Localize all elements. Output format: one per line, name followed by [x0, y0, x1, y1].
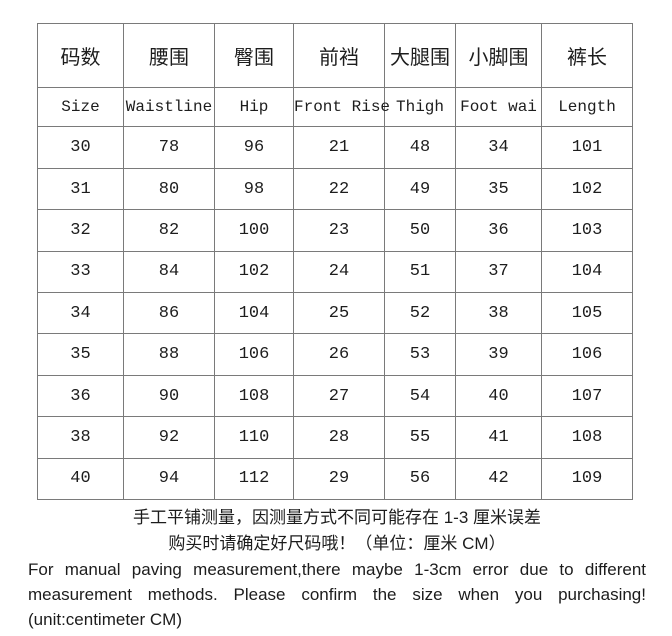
table-cell: 38 [455, 292, 542, 335]
table-cell: 29 [293, 457, 385, 501]
table-cell: 86 [123, 292, 215, 335]
table-cell: 88 [123, 333, 215, 376]
table-cell: 98 [214, 167, 294, 211]
disclaimer-en-line-1: For manual paving measurement,there mayb… [28, 560, 646, 579]
column-header-en: Size [37, 87, 124, 128]
disclaimer-zh-line-1: 手工平铺测量，因测量方式不同可能存在 1-3 厘米误差 [132, 508, 541, 527]
table-cell: 100 [214, 209, 294, 252]
column-header-zh: 码数 [37, 22, 124, 89]
table-cell: 36 [455, 209, 542, 252]
table-cell: 80 [123, 167, 215, 211]
table-cell: 30 [37, 126, 124, 169]
table-cell: 38 [37, 416, 124, 459]
table-cell: 27 [293, 374, 385, 418]
table-cell: 33 [37, 250, 124, 294]
table-cell: 26 [293, 333, 385, 376]
column-header-zh: 臀围 [214, 22, 294, 89]
table-cell: 34 [455, 126, 542, 169]
table-cell: 39 [455, 333, 542, 376]
table-row: 34 86 104 25 52 38 105 [37, 292, 633, 335]
size-chart: 码数 腰围 臀围 前裆 大腿围 小脚围 裤长 Size Waistline Hip Front R… [37, 22, 633, 501]
table-cell: 54 [384, 374, 456, 418]
table-cell: 55 [384, 416, 456, 459]
table-cell: 35 [455, 167, 542, 211]
table-cell: 105 [541, 292, 633, 335]
column-header-zh: 前裆 [293, 22, 385, 89]
table-cell: 22 [293, 167, 385, 211]
table-cell: 42 [455, 457, 542, 501]
table-cell: 49 [384, 167, 456, 211]
table-cell: 108 [541, 416, 633, 459]
column-header-zh: 大腿围 [384, 22, 456, 89]
table-cell: 31 [37, 167, 124, 211]
table-cell: 21 [293, 126, 385, 169]
column-header-zh: 裤长 [541, 22, 633, 89]
table-cell: 102 [541, 167, 633, 211]
table-cell: 108 [214, 374, 294, 418]
table-cell: 107 [541, 374, 633, 418]
table-cell: 41 [455, 416, 542, 459]
table-cell: 101 [541, 126, 633, 169]
table-row: 38 92 110 28 55 41 108 [37, 416, 633, 459]
column-header-en: Waistline [123, 87, 215, 128]
table-cell: 84 [123, 250, 215, 294]
table-row: 35 88 106 26 53 39 106 [37, 333, 633, 376]
table-row: 36 90 108 27 54 40 107 [37, 374, 633, 418]
disclaimer-zh-line-2: 购买时请确定好尺码哦！（单位：厘米 CM） [168, 534, 506, 553]
table-cell: 36 [37, 374, 124, 418]
column-header-en: Foot wai [455, 87, 542, 128]
table-cell: 90 [123, 374, 215, 418]
table-cell: 104 [214, 292, 294, 335]
table-cell: 110 [214, 416, 294, 459]
column-header-zh: 腰围 [123, 22, 215, 89]
header-row-en: Size Waistline Hip Front Rise Thigh Foot wai L… [37, 87, 633, 128]
table-row: 33 84 102 24 51 37 104 [37, 250, 633, 294]
column-header-en: Front Rise [293, 87, 390, 128]
table-cell: 23 [293, 209, 385, 252]
table-cell: 82 [123, 209, 215, 252]
column-header-en: Length [541, 87, 633, 128]
column-header-en: Hip [214, 87, 294, 128]
table-cell: 25 [293, 292, 385, 335]
table-cell: 104 [541, 250, 633, 294]
table-cell: 52 [384, 292, 456, 335]
table-cell: 94 [123, 457, 215, 501]
disclaimer-en-line-3: (unit:centimeter CM) [28, 610, 182, 629]
table-cell: 32 [37, 209, 124, 252]
size-table: 码数 腰围 臀围 前裆 大腿围 小脚围 裤长 Size Waistline Hip Front R… [37, 22, 633, 501]
table-cell: 34 [37, 292, 124, 335]
table-cell: 24 [293, 250, 385, 294]
table-row: 30 78 96 21 48 34 101 [37, 126, 633, 169]
table-cell: 106 [214, 333, 294, 376]
table-row: 40 94 112 29 56 42 109 [37, 457, 633, 501]
table-cell: 40 [37, 457, 124, 501]
table-cell: 35 [37, 333, 124, 376]
table-cell: 102 [214, 250, 294, 294]
measurement-disclaimer: 手工平铺测量，因测量方式不同可能存在 1-3 厘米误差 购买时请确定好尺码哦！（… [28, 505, 646, 632]
table-row: 32 82 100 23 50 36 103 [37, 209, 633, 252]
table-cell: 78 [123, 126, 215, 169]
table-cell: 40 [455, 374, 542, 418]
table-cell: 96 [214, 126, 294, 169]
table-cell: 56 [384, 457, 456, 501]
table-cell: 92 [123, 416, 215, 459]
table-cell: 53 [384, 333, 456, 376]
table-cell: 50 [384, 209, 456, 252]
table-cell: 48 [384, 126, 456, 169]
table-row: 31 80 98 22 49 35 102 [37, 167, 633, 211]
table-cell: 51 [384, 250, 456, 294]
disclaimer-en-line-2: measurement methods. Please confirm the … [28, 585, 646, 604]
column-header-en: Thigh [384, 87, 456, 128]
table-cell: 106 [541, 333, 633, 376]
table-cell: 103 [541, 209, 633, 252]
table-cell: 37 [455, 250, 542, 294]
header-row-zh: 码数 腰围 臀围 前裆 大腿围 小脚围 裤长 [37, 22, 633, 89]
table-cell: 112 [214, 457, 294, 501]
table-cell: 109 [541, 457, 633, 501]
table-cell: 28 [293, 416, 385, 459]
column-header-zh: 小脚围 [455, 22, 542, 89]
